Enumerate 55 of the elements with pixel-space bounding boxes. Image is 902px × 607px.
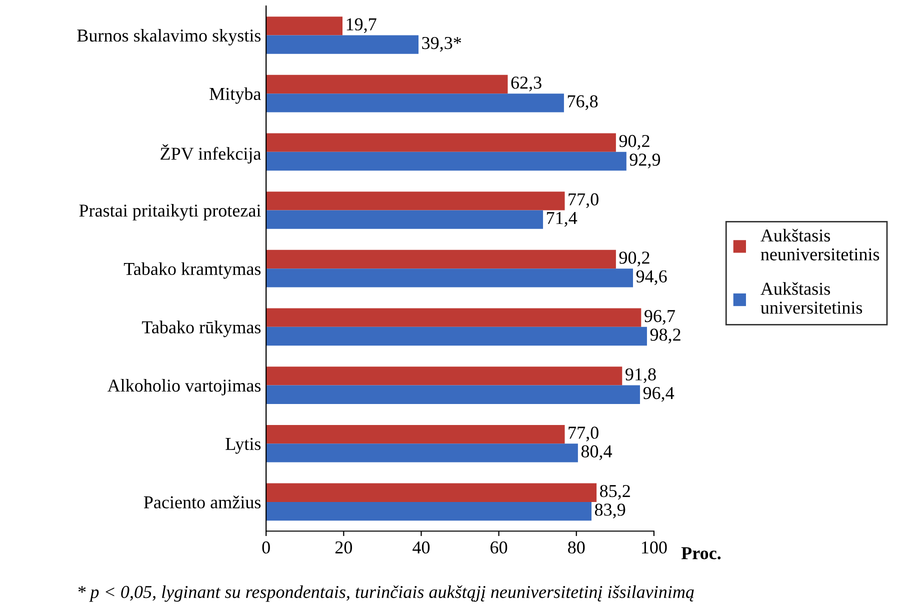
- legend-label: Aukštasis universitetinis: [760, 282, 862, 314]
- data-label: 71,4: [546, 212, 578, 227]
- y-tick-label: Tabako rūkymas: [142, 320, 261, 338]
- data-label: 19,7: [346, 18, 376, 34]
- bar: [266, 483, 597, 502]
- data-label: 80,4: [581, 445, 612, 460]
- bar: [266, 35, 419, 54]
- data-label: 77,0: [568, 193, 598, 208]
- x-axis-title: Proc.: [681, 547, 721, 560]
- data-label: 90,2: [619, 252, 650, 266]
- y-tick-label: Prastai pritaikyti protezai: [79, 204, 261, 220]
- data-label: 96,4: [643, 386, 674, 402]
- x-tick-label: 40: [412, 541, 430, 554]
- x-tick-label: 0: [262, 541, 270, 554]
- bar: [266, 502, 592, 521]
- data-label: 94,6: [636, 270, 667, 286]
- data-label: 83,9: [594, 504, 626, 518]
- y-tick-label: ŽPV infekcija: [160, 144, 261, 164]
- bar: [266, 308, 642, 327]
- x-tick-label: 60: [490, 541, 508, 554]
- bar: [266, 152, 626, 171]
- data-label: 96,7: [644, 310, 676, 325]
- bar: [266, 424, 565, 444]
- bar: [266, 94, 564, 112]
- data-label: 85,2: [600, 484, 630, 500]
- x-tick-label: 20: [335, 541, 352, 554]
- data-label: 98,2: [650, 328, 680, 344]
- bar: [266, 210, 544, 229]
- bar: [266, 366, 622, 386]
- y-tick-label: Burnos skalavimo skystis: [77, 28, 261, 46]
- data-label: 76,8: [568, 95, 598, 110]
- bar: [266, 74, 508, 94]
- x-tick-label: 80: [568, 541, 585, 554]
- data-label: 62,3: [511, 76, 542, 92]
- data-label: 91,8: [626, 368, 656, 384]
- bar: [266, 326, 647, 346]
- y-tick-label: Paciento amžius: [144, 496, 261, 508]
- y-tick-label: Alkoholio vartojimas: [107, 379, 261, 396]
- bar: [266, 268, 634, 288]
- text: * p < 0,05, lyginant su respondentais, turinčiais aukštąjį neuniversitetinį išsilavinimą: [78, 585, 694, 602]
- data-label: 90,2: [619, 134, 650, 150]
- bar: [266, 133, 616, 152]
- data-label: 77,0: [568, 426, 598, 442]
- y-tick-label: Mityba: [210, 87, 261, 104]
- y-tick-label: Tabako kramtymas: [124, 262, 261, 279]
- bar: [266, 16, 342, 36]
- x-tick-label: 100: [642, 541, 667, 554]
- bar: [266, 192, 565, 210]
- data-label: 39,3*: [422, 36, 462, 52]
- y-tick-label: Lytis: [226, 438, 261, 454]
- data-label: 92,9: [630, 154, 660, 168]
- bar: [266, 444, 578, 462]
- legend-label: Aukštasis neuniversitetinis: [760, 228, 880, 260]
- bar: [266, 385, 640, 404]
- bar: [266, 250, 616, 269]
